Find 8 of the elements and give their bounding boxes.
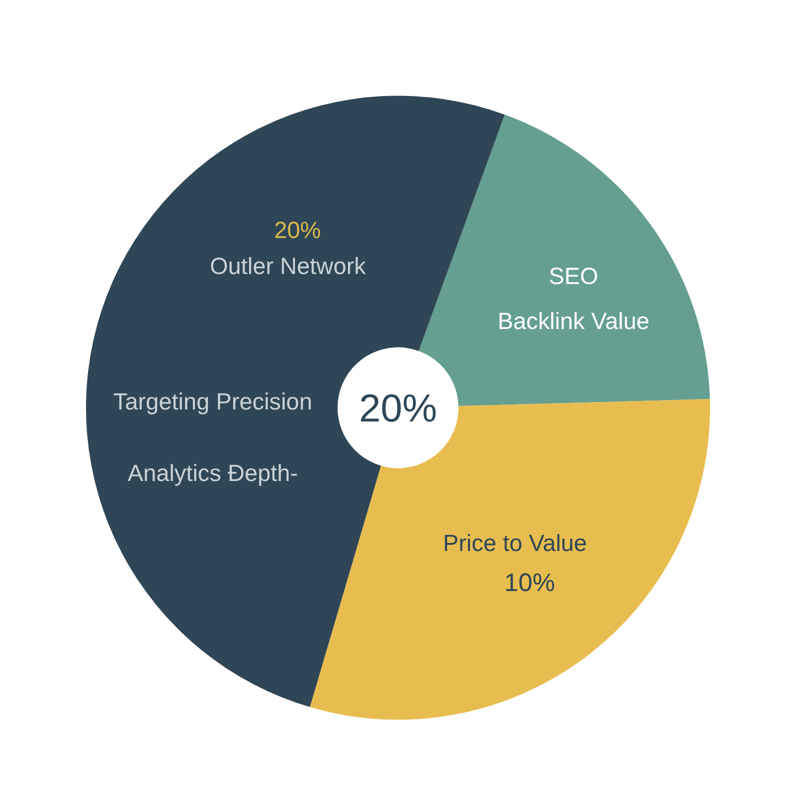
text: 10% [504, 569, 555, 598]
slice-label: SEO Backlink Value [498, 262, 650, 334]
slice-label: Outler Network [210, 253, 366, 280]
text: Analytics Đepth- [128, 460, 298, 486]
slice-label: Price to Value [443, 530, 587, 556]
text: Targeting Precision [113, 388, 312, 415]
text: 20% [358, 387, 438, 430]
text: 20% [274, 217, 321, 244]
